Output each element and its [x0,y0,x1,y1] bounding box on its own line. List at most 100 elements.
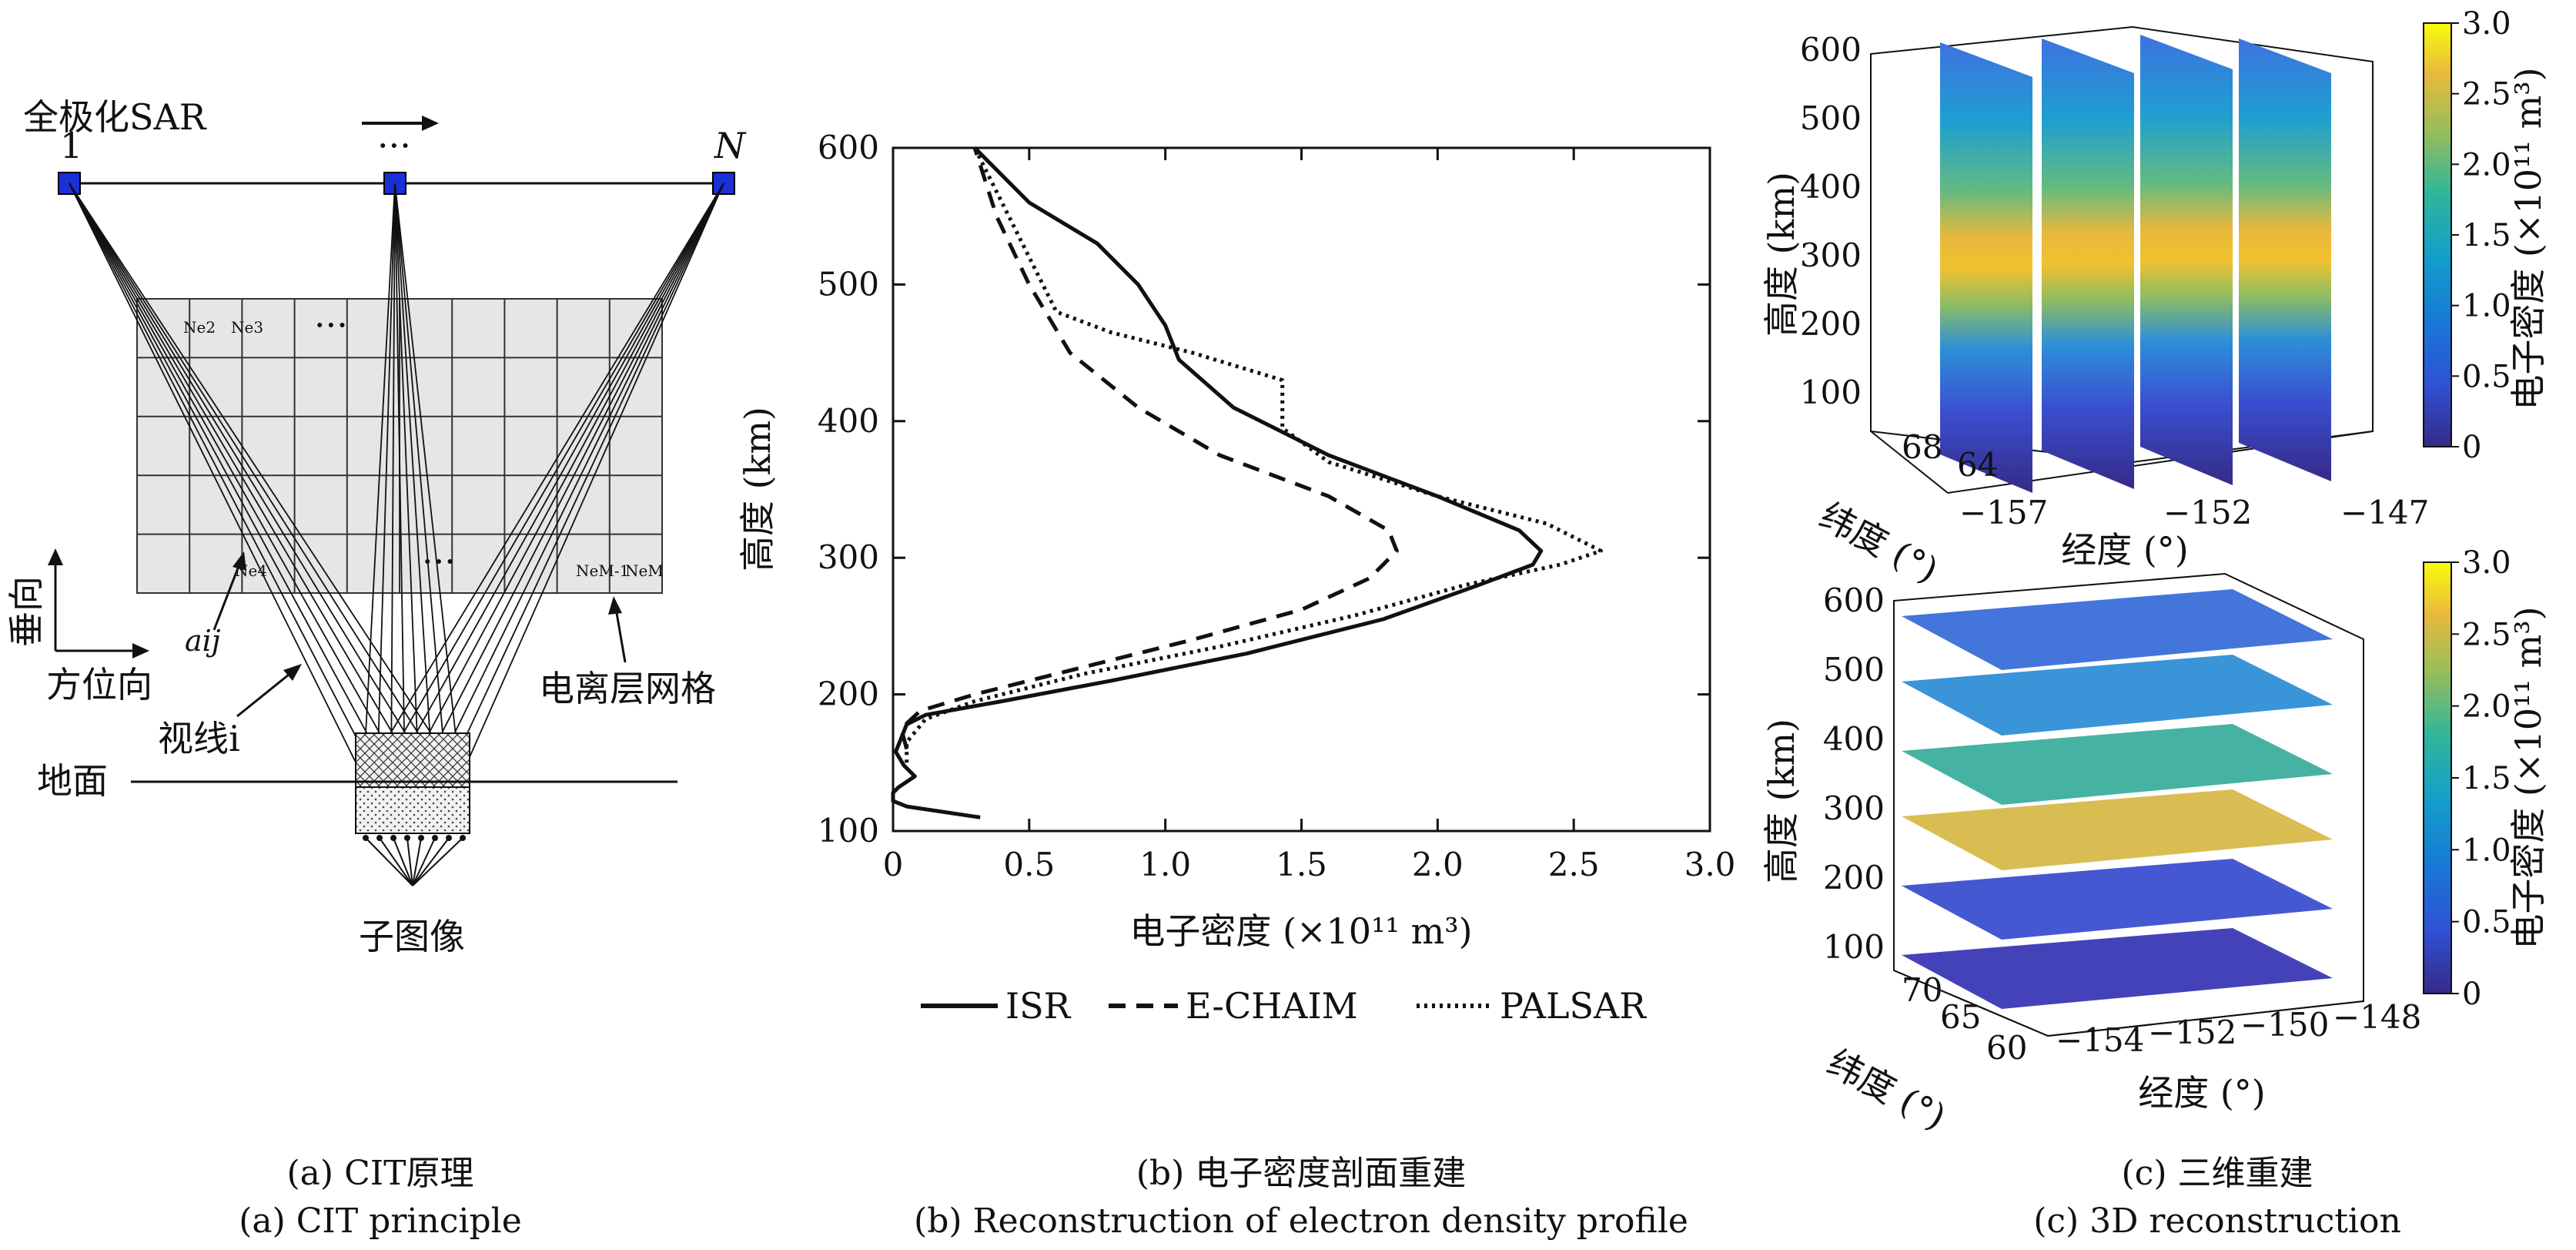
top-colorbar-ticks: 3.0 2.5 2.0 1.5 1.0 0.5 0 [2451,6,2511,465]
sub-image-arrow [412,837,450,886]
colorbar-tick-label: 0.5 [2462,359,2511,394]
line-of-sight [69,183,392,779]
caption-c-en: (c) 3D reconstruction [2033,1201,2401,1241]
line-of-sight [69,183,364,779]
caption-c-cn: (c) 三维重建 [2122,1154,2313,1193]
bottom-3d-axis-y [1893,970,2049,1037]
bottom-slice-500km [1902,655,2333,736]
line-of-sight [69,183,461,779]
aij-pointer-arrow-icon [212,551,246,631]
y-tick-label: 300 [818,538,879,576]
bottom-slice-100km [1902,928,2333,1009]
colorbar-tick-label: 1.5 [2462,218,2511,253]
line-of-sight [394,183,461,779]
z-tick-label: 500 [1823,651,1885,689]
top-x-tick-2: −152 [2163,494,2252,531]
line-of-sight [432,183,724,779]
x-axis-ticks: 0 0.5 1.0 1.5 2.0 2.5 3.0 [883,148,1736,883]
z-tick-label: 600 [1823,581,1885,619]
caption-b-cn: (b) 电子密度剖面重建 [1136,1154,1466,1193]
legend-label-palsar: PALSAR [1500,985,1647,1027]
sub-image-arrow-head [363,835,369,841]
sub-image-arrow [393,837,413,886]
bottom-x-tick-3: −150 [2240,1006,2329,1044]
bottom-slice-400km [1902,724,2333,805]
sub-image-arrow [412,837,436,886]
line-of-sight [418,183,724,779]
sub-image-arrow-head [404,835,410,841]
x-tick-label: 1.5 [1276,846,1327,883]
colorbar-tick-label: 2.5 [2462,617,2511,652]
top-slice-3 [2140,35,2233,485]
bottom-x-tick-2: −152 [2148,1014,2236,1051]
top-z-ticks: 600 500 400 300 200 100 [1800,31,1862,411]
colorbar-tick-label: 1.0 [2462,833,2511,868]
vertical-direction-label: 垂向 [5,576,47,647]
colorbar-tick-label: 1.5 [2462,761,2511,796]
sub-image-arrow [412,837,463,886]
z-tick-label: 200 [1800,305,1862,343]
legend-label-isr: ISR [1005,985,1072,1027]
z-tick-label: 300 [1800,236,1862,274]
line-of-sight [69,183,433,779]
caption-a-en: (a) CIT principle [239,1201,522,1241]
sub-image-arrow [406,837,413,886]
y-tick-label: 100 [818,812,879,850]
x-tick-label: 0.5 [1003,846,1055,883]
sub-image-arrow-head [446,835,452,841]
z-tick-label: 200 [1823,859,1885,896]
sub-image-arrows [363,835,466,886]
azimuth-axis-arrow-icon [55,643,149,659]
y-tick-label: 600 [818,129,879,166]
bottom-y-tick-60: 60 [1986,1029,2027,1067]
bottom-colorbar [2423,561,2452,994]
x-tick-label: 2.0 [1412,846,1464,883]
top-x-tick-3: −147 [2340,494,2429,531]
z-tick-label: 300 [1823,789,1885,827]
series-line-isr [891,146,1544,819]
colorbar-tick-label: 2.5 [2462,77,2511,112]
series-line-e-chaim [899,147,1399,750]
vertical-axis-arrow-icon [48,548,63,651]
x-tick-label: 0 [883,846,904,883]
bottom-slice-600km [1902,589,2333,670]
sar-position-first: 1 [60,125,82,166]
bottom-y-tick-65: 65 [1940,998,1981,1036]
bottom-3d-axis-x [2047,1000,2364,1037]
flight-direction-arrow-icon [362,116,439,131]
sar-label: 全极化SAR [23,96,207,138]
colorbar-tick-label: 0 [2462,430,2481,465]
sub-image-arrow [412,837,422,886]
z-tick-label: 100 [1800,374,1862,411]
sub-image-arrow-head [376,835,383,841]
sub-image-arrow-head [418,835,424,841]
colorbar-tick-label: 2.0 [2462,689,2511,725]
profile-y-axis-label: 高度 (km) [737,407,778,571]
azimuth-direction-label: 方位向 [46,664,152,705]
sub-image-arrow-head [460,835,466,841]
sar-position-middle: ··· [377,125,411,166]
colorbar-tick-label: 0.5 [2462,905,2511,940]
sub-image-arrow [379,837,413,886]
profile-plot-frame [892,146,1711,833]
colorbar-tick-label: 1.0 [2462,289,2511,324]
top-3d-axis-y [1870,431,1949,494]
cell-label-nem: NeM [625,561,664,580]
top-slice-2 [2042,39,2134,489]
ionosphere-grid-label: 电离层网格 [539,668,716,709]
sar-position-last: N [714,125,747,166]
top-slice-4 [2239,39,2331,481]
line-of-sight [394,183,433,779]
profile-x-axis-label: 电子密度 (×10¹¹ m³) [1129,910,1472,952]
bottom-slice-300km [1902,789,2333,870]
top-x-tick-1: −157 [1959,494,2048,531]
line-of-sight [69,183,406,779]
bottom-z-ticks: 600 500 400 300 200 100 [1823,581,1885,966]
x-tick-label: 3.0 [1684,846,1736,883]
line-of-sight [69,183,420,779]
line-of-sight [376,183,396,779]
panel-a-cit-principle: 全极化SAR 1 ··· N Ne2 Ne3 Ne4 NeM-1 NeM ···… [5,96,747,1241]
z-tick-label: 100 [1823,928,1885,966]
y-axis-ticks: 100 200 300 400 500 600 [818,129,1710,850]
